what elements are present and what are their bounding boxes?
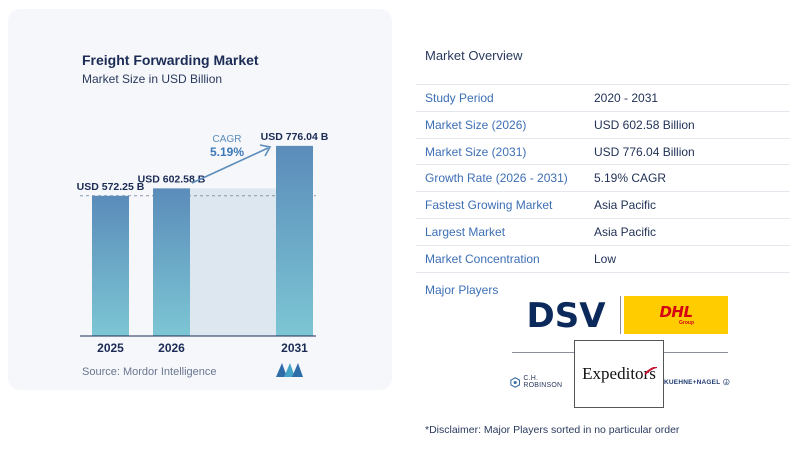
overview-divider: [416, 191, 790, 193]
anchor-icon: [723, 378, 730, 386]
overview-row-value: Asia Pacific: [594, 225, 657, 239]
cagr-arrow-head: [259, 144, 272, 157]
dsv-logo: DSV: [512, 296, 620, 334]
overview-row-value: 2020 - 2031: [594, 91, 659, 105]
overview-divider: [416, 84, 790, 85]
kn-logo-text: KUEHNE+NAGEL: [664, 378, 721, 386]
cagr-arrow-line: [191, 147, 269, 184]
bar-data-label: USD 602.58 B: [138, 173, 206, 185]
x-tick-label: 2025: [97, 341, 124, 355]
chart-source: Source: Mordor Intelligence: [82, 366, 217, 378]
overview-row-label: Market Size (2031): [425, 144, 527, 159]
logo-divider-vertical: [620, 296, 621, 334]
overview-divider: [416, 271, 790, 273]
chr-logo: C.H. ROBINSON: [510, 374, 576, 390]
overview-divider: [416, 137, 790, 139]
disclaimer-text: *Disclaimer: Major Players sorted in no …: [425, 424, 680, 436]
overview-row-value: Asia Pacific: [594, 198, 657, 213]
overview-row-label: Market Size (2026): [425, 117, 527, 132]
dsv-logo-text: DSV: [526, 299, 606, 331]
kuehne-nagel-logo: KUEHNE+NAGEL: [664, 374, 730, 390]
chr-logo-text: C.H. ROBINSON: [523, 375, 563, 389]
bar-chart: USD 572.25 B 2025 USD 602.58 B 2026 USD 776.…: [77, 131, 329, 355]
overview-row-value: USD 602.58 Billion: [594, 117, 695, 132]
overview-divider: [416, 218, 790, 219]
x-tick-label: 2031: [281, 341, 308, 355]
expeditors-logo-text: Expeditors: [582, 364, 656, 383]
chr-hexagon-icon: [510, 376, 521, 388]
cagr-label: CAGR: [213, 134, 242, 145]
overview-divider: [416, 110, 790, 112]
dhl-group-text: Group: [679, 319, 694, 326]
growth-band: [190, 188, 276, 336]
dhl-logo: DHL Group: [624, 296, 728, 334]
dhl-logo-text: DHL: [659, 302, 693, 321]
chart-subtitle: Market Size in USD Billion: [82, 72, 223, 86]
overview-row-label: Largest Market: [425, 225, 506, 239]
cagr-value: 5.19%: [210, 145, 244, 159]
chart-title: Freight Forwarding Market: [82, 52, 259, 68]
overview-row-value: USD 776.04 Billion: [594, 144, 695, 159]
overview-row-value: Low: [594, 251, 617, 266]
overview-row-label: Study Period: [425, 91, 494, 105]
expeditors-logo: Expeditors: [574, 340, 664, 408]
overview-divider: [416, 244, 790, 246]
expeditors-swoosh-icon: [645, 367, 657, 375]
overview-row-label: Market Concentration: [425, 251, 540, 266]
overview-row-label: Fastest Growing Market: [425, 198, 553, 213]
overview-divider: [416, 164, 790, 166]
overview-row-label: Growth Rate (2026 - 2031): [425, 171, 568, 186]
bar-data-label: USD 572.25 B: [77, 181, 145, 193]
overview-row-value: 5.19% CAGR: [594, 171, 667, 186]
bar-2026: [153, 188, 190, 336]
x-tick-label: 2026: [158, 341, 185, 355]
overview-title: Market Overview: [425, 48, 523, 63]
bar-2025: [92, 195, 129, 336]
bar-2031: [276, 145, 313, 336]
major-players-label: Major Players: [425, 283, 499, 297]
mordor-intelligence-logo-icon: [276, 363, 303, 377]
bar-data-label: USD 776.04 B: [261, 131, 329, 143]
